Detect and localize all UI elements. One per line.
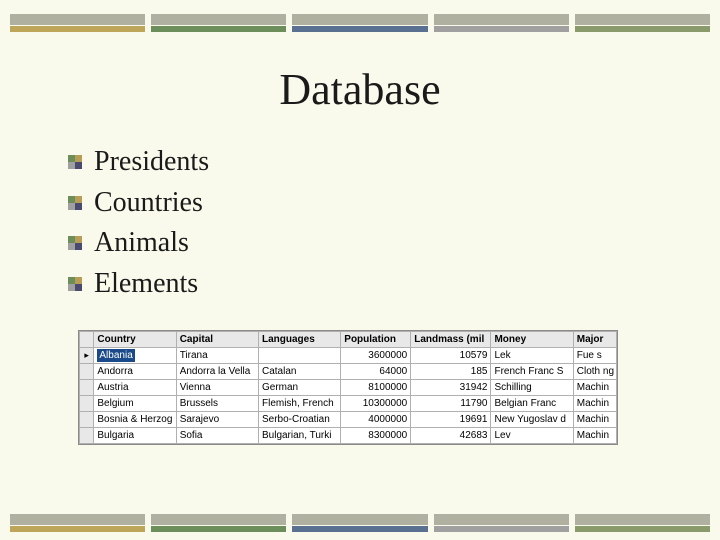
row-selector-header	[80, 332, 94, 348]
table-cell[interactable]: Austria	[94, 380, 176, 396]
bar-segment	[575, 514, 710, 532]
bullet-item: Presidents	[68, 142, 209, 183]
table-cell[interactable]: Sofia	[176, 428, 258, 444]
table-cell[interactable]: Fue s	[573, 348, 616, 364]
table-row[interactable]: BelgiumBrusselsFlemish, French1030000011…	[80, 396, 617, 412]
table-header-row: CountryCapitalLanguagesPopulationLandmas…	[80, 332, 617, 348]
table-cell[interactable]: 10300000	[341, 396, 411, 412]
bullet-item: Animals	[68, 223, 209, 264]
bar-segment	[575, 14, 710, 32]
column-header[interactable]: Money	[491, 332, 573, 348]
table-cell[interactable]: Andorra la Vella	[176, 364, 258, 380]
table-cell[interactable]: 8100000	[341, 380, 411, 396]
table-row[interactable]: BulgariaSofiaBulgarian, Turki83000004268…	[80, 428, 617, 444]
bullet-icon	[68, 277, 82, 291]
row-selector[interactable]	[80, 396, 94, 412]
table-cell[interactable]: Catalan	[258, 364, 340, 380]
table-cell[interactable]: Bulgarian, Turki	[258, 428, 340, 444]
table-cell[interactable]: 10579	[411, 348, 491, 364]
bar-segment	[151, 14, 286, 32]
table-cell[interactable]: Belgium	[94, 396, 176, 412]
table-cell[interactable]: Machin	[573, 380, 616, 396]
decorative-bar-top	[0, 14, 720, 32]
table-cell[interactable]: Vienna	[176, 380, 258, 396]
slide-title: Database	[0, 64, 720, 115]
table-cell[interactable]: 42683	[411, 428, 491, 444]
bar-segment	[292, 514, 427, 532]
row-selector[interactable]	[80, 412, 94, 428]
bar-segment	[434, 14, 569, 32]
table-cell[interactable]: Machin	[573, 428, 616, 444]
table-cell[interactable]: Belgian Franc	[491, 396, 573, 412]
decorative-bar-bottom	[0, 514, 720, 532]
table-cell[interactable]: Serbo-Croatian	[258, 412, 340, 428]
table-row[interactable]: AndorraAndorra la VellaCatalan64000185Fr…	[80, 364, 617, 380]
table-cell[interactable]: Flemish, French	[258, 396, 340, 412]
bar-segment	[292, 14, 427, 32]
table-cell[interactable]: 8300000	[341, 428, 411, 444]
column-header[interactable]: Country	[94, 332, 176, 348]
table-row[interactable]: ▸AlbaniaTirana 360000010579LekFue s	[80, 348, 617, 364]
table-cell[interactable]: Schilling	[491, 380, 573, 396]
bullet-item: Elements	[68, 264, 209, 305]
bullet-label: Animals	[94, 223, 189, 264]
column-header[interactable]: Languages	[258, 332, 340, 348]
bullet-list: PresidentsCountriesAnimalsElements	[68, 142, 209, 304]
row-selector[interactable]	[80, 364, 94, 380]
countries-table: CountryCapitalLanguagesPopulationLandmas…	[78, 330, 618, 445]
table-cell[interactable]: Lek	[491, 348, 573, 364]
table-cell[interactable]: New Yugoslav d	[491, 412, 573, 428]
table-cell[interactable]: Bosnia & Herzog	[94, 412, 176, 428]
table-cell[interactable]: Brussels	[176, 396, 258, 412]
column-header[interactable]: Capital	[176, 332, 258, 348]
table-cell[interactable]: 4000000	[341, 412, 411, 428]
bar-segment	[10, 514, 145, 532]
bullet-label: Elements	[94, 264, 198, 305]
table-cell[interactable]: Machin	[573, 396, 616, 412]
bullet-icon	[68, 196, 82, 210]
bar-segment	[434, 514, 569, 532]
table-row[interactable]: AustriaViennaGerman810000031942Schilling…	[80, 380, 617, 396]
table-cell[interactable]: Andorra	[94, 364, 176, 380]
table-cell[interactable]: Lev	[491, 428, 573, 444]
table-cell[interactable]: Bulgaria	[94, 428, 176, 444]
table-cell[interactable]: 3600000	[341, 348, 411, 364]
column-header[interactable]: Population	[341, 332, 411, 348]
table-cell[interactable]: Albania	[94, 348, 176, 364]
bar-segment	[10, 14, 145, 32]
bar-segment	[151, 514, 286, 532]
table-cell[interactable]: Cloth ng	[573, 364, 616, 380]
table-cell[interactable]: German	[258, 380, 340, 396]
table-row[interactable]: Bosnia & HerzogSarajevoSerbo-Croatian400…	[80, 412, 617, 428]
bullet-label: Countries	[94, 183, 203, 224]
table-cell[interactable]: 31942	[411, 380, 491, 396]
table-cell[interactable]: Machin	[573, 412, 616, 428]
row-selector[interactable]: ▸	[80, 348, 94, 364]
table-cell[interactable]	[258, 348, 340, 364]
table-cell[interactable]: Tirana	[176, 348, 258, 364]
row-selector[interactable]	[80, 428, 94, 444]
table-cell[interactable]: French Franc S	[491, 364, 573, 380]
bullet-label: Presidents	[94, 142, 209, 183]
table-cell[interactable]: Sarajevo	[176, 412, 258, 428]
column-header[interactable]: Landmass (mil	[411, 332, 491, 348]
bullet-icon	[68, 236, 82, 250]
row-selector[interactable]	[80, 380, 94, 396]
column-header[interactable]: Major	[573, 332, 616, 348]
table-cell[interactable]: 64000	[341, 364, 411, 380]
bullet-icon	[68, 155, 82, 169]
table-cell[interactable]: 19691	[411, 412, 491, 428]
table-cell[interactable]: 11790	[411, 396, 491, 412]
bullet-item: Countries	[68, 183, 209, 224]
table-cell[interactable]: 185	[411, 364, 491, 380]
table-body: ▸AlbaniaTirana360000010579LekFue sAndorr…	[80, 348, 617, 444]
